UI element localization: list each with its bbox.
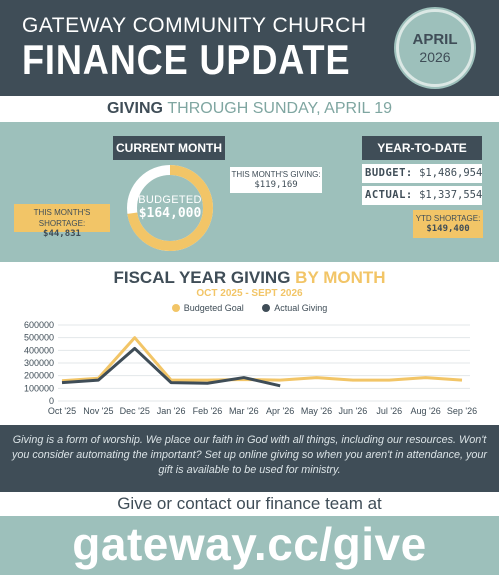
x-tick-label: Apr '26: [266, 406, 294, 416]
legend-label-actual: Actual Giving: [274, 303, 328, 313]
legend-swatch-actual: [262, 304, 271, 312]
legend-swatch-budget: [171, 304, 180, 312]
month-giving-box: THIS MONTH'S GIVING: $119,169: [230, 167, 322, 193]
x-tick-label: Sep '26: [447, 406, 477, 416]
x-tick-label: Aug '26: [411, 406, 441, 416]
x-tick-label: Jul '26: [376, 406, 402, 416]
legend-label-budget: Budgeted Goal: [183, 303, 244, 313]
donut-progress: [127, 165, 213, 251]
giving-quote: Giving is a form of worship. We place ou…: [0, 425, 499, 492]
month-shortage-box: THIS MONTH'S SHORTAGE: $44,831: [14, 204, 110, 239]
month-shortage-value: $44,831: [43, 229, 81, 239]
month-badge: APRIL 2026: [396, 9, 474, 87]
church-name: GATEWAY COMMUNITY CHURCH: [22, 14, 367, 37]
legend-item-actual: Actual Giving: [262, 303, 327, 313]
give-url[interactable]: gateway.cc/give: [0, 516, 499, 575]
y-tick-label: 200000: [24, 371, 54, 381]
month-shortage-label: THIS MONTH'S SHORTAGE:: [33, 208, 91, 228]
ytd-actual-value: $1,337,554: [419, 189, 482, 201]
ytd-shortage-value: $149,400: [426, 224, 470, 234]
budget-donut: [127, 165, 213, 251]
ytd-actual-label: ACTUAL:: [365, 189, 413, 201]
x-tick-label: May '26: [301, 406, 332, 416]
month-label: APRIL: [412, 31, 458, 48]
ytd-budget-label: BUDGET:: [365, 167, 413, 179]
y-tick-label: 100000: [24, 383, 54, 393]
legend-item-budget: Budgeted Goal: [171, 303, 247, 313]
x-tick-label: Nov '25: [83, 406, 113, 416]
year-label: 2026: [419, 49, 451, 65]
ytd-heading: YEAR-TO-DATE: [362, 136, 482, 160]
chart-title-main: FISCAL YEAR GIVING: [113, 268, 291, 287]
giving-heading: GIVING THROUGH SUNDAY, APRIL 19: [0, 96, 499, 122]
x-tick-label: Jun '26: [339, 406, 368, 416]
month-giving-value: $119,169: [254, 180, 298, 190]
giving-heading-light: THROUGH SUNDAY, APRIL 19: [167, 100, 393, 117]
x-tick-label: Feb '26: [193, 406, 223, 416]
month-giving-label: THIS MONTH'S GIVING:: [231, 170, 321, 179]
ytd-budget-row: BUDGET: $1,486,954: [362, 164, 482, 183]
donut-center-label: BUDGETED $164,000: [126, 194, 214, 221]
y-tick-label: 300000: [24, 358, 54, 368]
budgeted-value: $164,000: [138, 206, 202, 221]
chart-title: FISCAL YEAR GIVING BY MONTH: [0, 268, 499, 288]
summary-panel: CURRENT MONTH YEAR-TO-DATE BUDGETED $164…: [0, 122, 499, 262]
ytd-budget-value: $1,486,954: [419, 167, 482, 179]
y-tick-label: 600000: [24, 320, 54, 330]
budgeted-label: BUDGETED: [138, 194, 202, 206]
x-tick-label: Oct '25: [48, 406, 76, 416]
series-line-actual: [61, 346, 281, 388]
chart-legend: Budgeted Goal Actual Giving: [0, 303, 499, 313]
x-tick-label: Mar '26: [229, 406, 259, 416]
contact-line: Give or contact our finance team at: [0, 492, 499, 516]
y-tick-label: 500000: [24, 333, 54, 343]
header-banner: GATEWAY COMMUNITY CHURCH FINANCE UPDATE …: [0, 0, 499, 96]
series-line-budget: [61, 336, 463, 383]
chart-subtitle: OCT 2025 - SEPT 2026: [196, 288, 303, 299]
ytd-actual-row: ACTUAL: $1,337,554: [362, 186, 482, 205]
chart-title-highlight: BY MONTH: [295, 268, 386, 287]
page-title: FINANCE UPDATE: [22, 36, 351, 83]
giving-line-chart: 0 100000 200000 300000 400000 500000 600000 Oct…: [24, 320, 477, 416]
current-month-heading: CURRENT MONTH: [113, 136, 225, 160]
x-tick-label: Jan '26: [157, 406, 186, 416]
ytd-shortage-label: YTD SHORTAGE:: [415, 214, 481, 223]
giving-heading-strong: GIVING: [106, 100, 163, 117]
y-tick-label: 0: [49, 396, 54, 406]
ytd-shortage-box: YTD SHORTAGE: $149,400: [413, 210, 483, 238]
y-tick-label: 400000: [24, 345, 54, 355]
x-tick-label: Dec '25: [120, 406, 150, 416]
